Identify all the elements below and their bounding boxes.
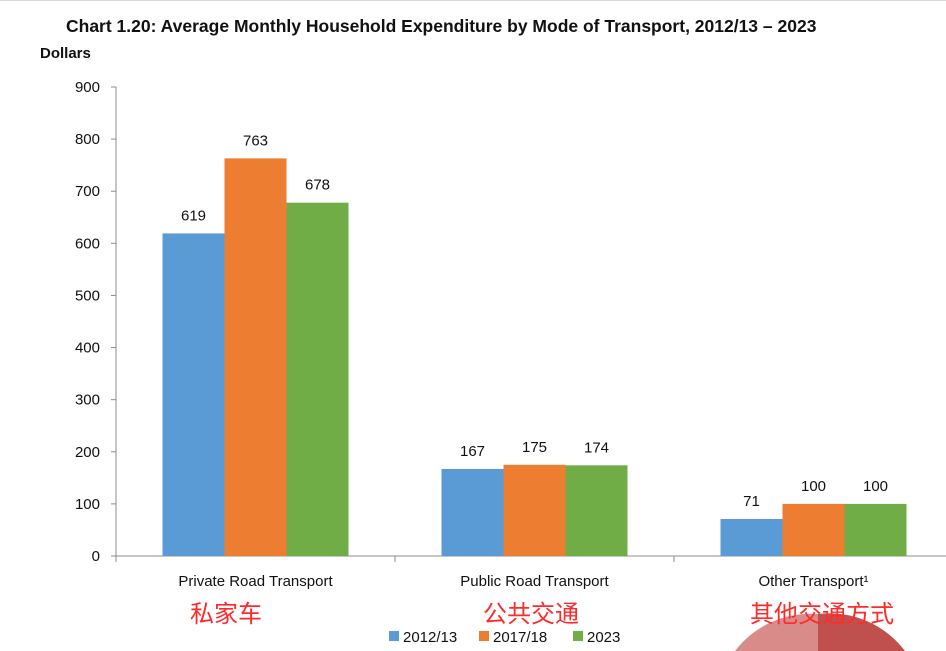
overlay-dark-wedge (818, 613, 905, 651)
legend-swatch (573, 631, 583, 641)
data-label: 763 (243, 132, 268, 149)
bar (565, 465, 628, 556)
category-labels: Private Road Transport Public Road Transp… (178, 573, 868, 590)
data-label: 100 (801, 478, 826, 495)
bar (441, 468, 504, 556)
bar (162, 233, 225, 556)
y-tick-label: 800 (75, 131, 100, 148)
bar (224, 158, 287, 557)
top-border (0, 0, 946, 1)
y-tick-label: 100 (75, 496, 100, 513)
data-label: 167 (460, 443, 485, 460)
legend-label: 2017/18 (493, 629, 547, 646)
y-tick-label: 600 (75, 235, 100, 252)
data-label: 100 (863, 478, 888, 495)
legend-label: 2012/13 (403, 629, 457, 646)
chinese-annotations: 私家车 公共交通 其他交通方式 (190, 600, 894, 628)
bar (844, 503, 907, 556)
data-labels: 619 763 678 167 175 174 71 100 100 (181, 132, 888, 510)
data-label: 619 (181, 207, 206, 224)
bars (162, 158, 907, 557)
category-label: Public Road Transport (460, 573, 609, 590)
annotation-label: 其他交通方式 (750, 600, 894, 628)
legend-swatch (389, 631, 399, 641)
y-tick-label: 400 (75, 340, 100, 357)
y-tick-label: 700 (75, 183, 100, 200)
bar (782, 503, 845, 556)
y-tick-label: 500 (75, 287, 100, 304)
category-label: Other Transport¹ (758, 573, 868, 590)
legend-swatch (479, 631, 489, 641)
category-label: Private Road Transport (178, 573, 333, 590)
y-tick-label: 0 (92, 548, 100, 565)
y-axis-label: Dollars (40, 45, 91, 62)
bar (720, 519, 783, 556)
data-label: 174 (584, 439, 609, 456)
legend-label: 2023 (587, 629, 620, 646)
chart-title: Chart 1.20: Average Monthly Household Ex… (66, 16, 817, 36)
annotation-label: 私家车 (190, 600, 262, 628)
annotation-label: 公共交通 (483, 600, 579, 628)
legend: 2012/13 2017/18 2023 (389, 629, 620, 646)
data-label: 175 (522, 439, 547, 456)
y-tick-label: 300 (75, 392, 100, 409)
y-tick-label: 200 (75, 444, 100, 461)
bar (286, 202, 349, 557)
data-label: 71 (743, 493, 760, 510)
overlay-light-wedge (735, 613, 818, 651)
bar (503, 464, 566, 556)
decorative-overlay (735, 613, 905, 651)
y-tick-label: 900 (75, 79, 100, 96)
data-label: 678 (305, 177, 330, 194)
axes: 0 100 200 300 400 500 600 700 800 900 (75, 79, 946, 565)
